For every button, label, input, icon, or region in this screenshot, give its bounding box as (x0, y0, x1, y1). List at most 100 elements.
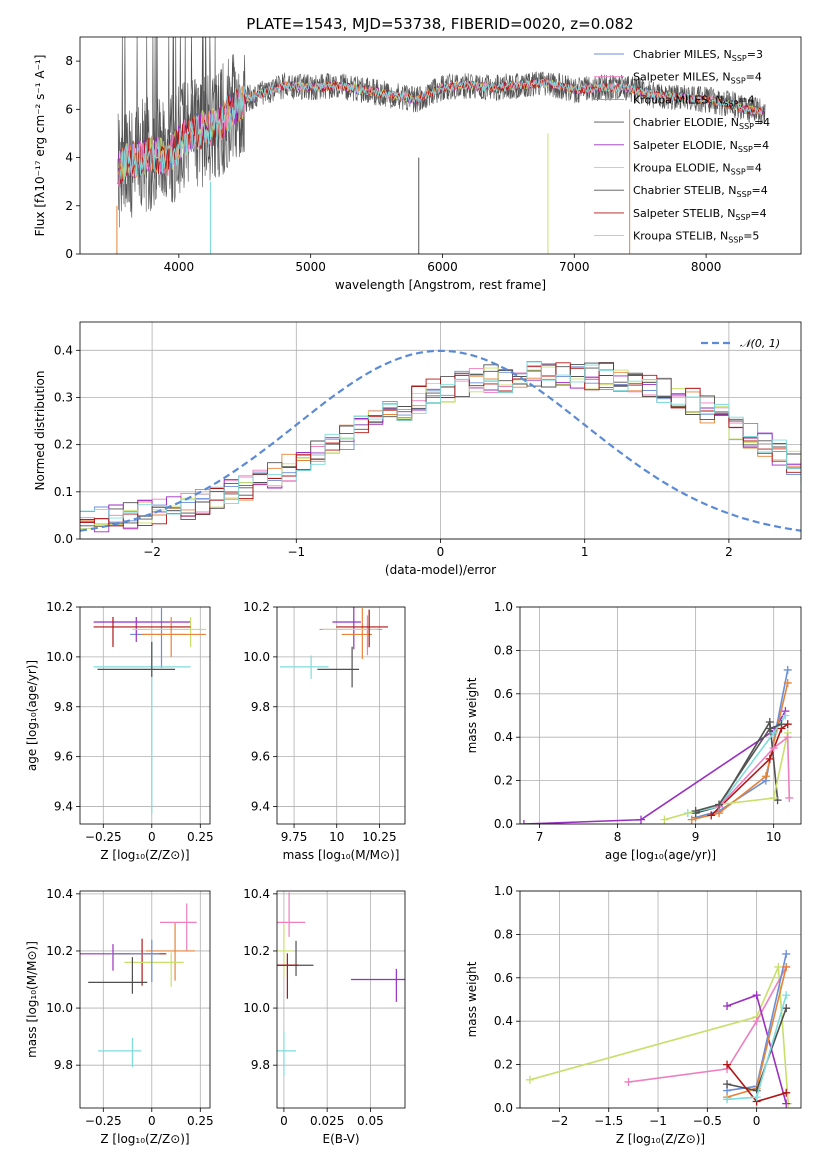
y-tick-label: 10.2 (46, 600, 73, 614)
weight-line-6 (664, 732, 789, 821)
legend: 𝒩(0, 1) (701, 337, 780, 350)
weight-line-0 (529, 966, 789, 1104)
y-tick-label: 9.4 (54, 800, 73, 814)
x-tick-label: 0 (437, 545, 445, 559)
weight-marker (723, 1002, 732, 1011)
y-tick-label: 0.0 (494, 1101, 513, 1115)
weight-marker (782, 1004, 791, 1013)
y-tick-label: 0.4 (494, 730, 513, 744)
panel-weight-vs-Z: −2 −1.5 −1 −0.5 0 0.0 0.2 0.4 0.6 0.8 1.0 Z [log₁₀(… (465, 884, 802, 1146)
panel-weight-vs-age: 7 8 9 10 0.0 0.2 0.4 0.6 0.8 1.0 age [log₁₀(age/yr… (465, 600, 802, 862)
x-tick-label: 7 (536, 830, 544, 844)
legend-label: Salpeter ELODIE, NSSP=4 (633, 139, 769, 154)
y-tick-label: 0.6 (494, 687, 513, 701)
x-tick-label: 10.25 (362, 830, 396, 844)
weight-marker (777, 720, 786, 729)
weight-marker (715, 800, 724, 809)
x-tick-label: −0.5 (693, 1114, 722, 1128)
y-tick-label: 9.4 (251, 800, 270, 814)
panel-residuals: −2 −1 0 1 2 0.0 0.1 0.2 0.3 0.4 (data-model)/error… (33, 321, 802, 577)
panel-age-vs-mass: 9.75 10 10.25 9.4 9.6 9.8 10.0 10.2 mass [log₁₀(… (243, 600, 406, 862)
legend-label: Chabrier MILES, NSSP=3 (633, 48, 763, 63)
x-tick-label: 0 (280, 1114, 288, 1128)
plot-area (277, 892, 405, 1077)
y-tick-label: 9.8 (54, 700, 73, 714)
weight-marker (783, 665, 792, 674)
x-tick-label: 10 (329, 830, 344, 844)
weight-marker (723, 1060, 732, 1069)
x-tick-label: −2 (143, 545, 161, 559)
grid-lines (277, 891, 405, 1108)
x-tick-label: 0.05 (357, 1114, 384, 1128)
axes-frame (79, 36, 802, 255)
y-tick-label: 1.0 (494, 884, 513, 898)
x-tick-label: 9 (692, 830, 700, 844)
x-tick-label: 0 (753, 1114, 761, 1128)
normal-curve (80, 349, 801, 532)
weight-marker (774, 962, 783, 971)
x-tick-label: 8000 (691, 260, 722, 274)
plot-area (520, 665, 794, 824)
weight-marker (660, 815, 669, 824)
weight-marker (782, 949, 791, 958)
x-axis-label: Z [log₁₀(Z/Z⊙)] (100, 848, 189, 862)
weight-marker (769, 744, 778, 753)
axes-frame (276, 890, 406, 1109)
y-tick-label: 10.2 (243, 944, 270, 958)
x-tick-label: 0 (148, 830, 156, 844)
axes-frame (79, 606, 211, 825)
y-tick-label: 10.2 (46, 944, 73, 958)
y-tick-label: 2 (65, 199, 73, 213)
y-axis-label: age [log₁₀(age/yr)] (25, 660, 39, 771)
weight-marker (782, 962, 791, 971)
ticks: −2 −1 0 1 2 0.0 0.1 0.2 0.3 0.4 (54, 343, 733, 559)
y-axis-label: mass weight (465, 677, 479, 753)
ticks: −2 −1.5 −1 −0.5 0 0.0 0.2 0.4 0.6 0.8 1.0 (494, 884, 761, 1128)
histogram-1 (80, 362, 801, 530)
weight-line-1 (628, 966, 787, 1083)
x-tick-label: 8 (614, 830, 622, 844)
plot-area (525, 949, 793, 1108)
weight-marker (782, 1099, 791, 1108)
weight-marker (752, 1093, 761, 1102)
weight-marker (782, 1088, 791, 1097)
axes-frame (276, 606, 406, 825)
plot-area (116, 37, 766, 254)
histogram-5 (80, 366, 801, 530)
y-axis-label: mass weight (465, 961, 479, 1037)
y-tick-label: 0.4 (494, 1014, 513, 1028)
weight-marker (636, 815, 645, 824)
weight-marker (781, 711, 790, 720)
y-tick-label: 9.8 (251, 1058, 270, 1072)
x-tick-label: −2 (551, 1114, 569, 1128)
axes-frame (519, 890, 802, 1109)
x-tick-label: 4000 (164, 260, 195, 274)
x-axis-label: wavelength [Angstrom, rest frame] (335, 278, 546, 292)
axes-frame (79, 890, 211, 1109)
weight-line-8 (695, 723, 782, 812)
y-axis-label: Flux [fλ10⁻¹⁷ erg cm⁻² s⁻¹ A⁻¹] (33, 55, 47, 237)
y-tick-label: 10.0 (46, 1001, 73, 1015)
legend-label: Salpeter STELIB, NSSP=4 (633, 207, 767, 222)
y-tick-label: 10.4 (46, 887, 73, 901)
x-tick-label: 7000 (559, 260, 590, 274)
ticks: 0 0.025 0.05 9.8 10.0 10.2 10.4 (243, 887, 383, 1128)
plot-area (279, 607, 389, 688)
weight-marker (785, 793, 794, 802)
weight-marker (783, 733, 792, 742)
weight-marker (624, 1077, 633, 1086)
x-axis-label: (data-model)/error (385, 563, 496, 577)
weight-line-7 (718, 735, 791, 808)
y-tick-label: 0.8 (494, 643, 513, 657)
y-tick-label: 1.0 (494, 600, 513, 614)
weight-marker (520, 820, 528, 824)
weight-marker (707, 811, 716, 820)
weight-marker (525, 1075, 534, 1084)
x-tick-label: 10 (766, 830, 781, 844)
y-tick-label: 0.2 (54, 438, 73, 452)
y-tick-label: 10.2 (243, 600, 270, 614)
x-tick-label: −0.25 (85, 1114, 122, 1128)
x-tick-label: 5000 (295, 260, 326, 274)
spectrum-line (119, 78, 763, 185)
axes-frame (519, 606, 802, 825)
